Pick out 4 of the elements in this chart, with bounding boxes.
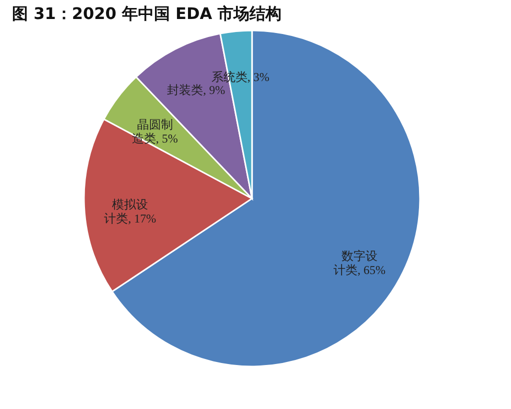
slice-label: 封装类, 9%: [167, 83, 226, 98]
chart-title: 图 31：2020 年中国 EDA 市场结构: [12, 4, 282, 23]
slice-label: 模拟设计类, 17%: [104, 197, 156, 226]
slice-label: 数字设计类, 65%: [334, 249, 386, 278]
